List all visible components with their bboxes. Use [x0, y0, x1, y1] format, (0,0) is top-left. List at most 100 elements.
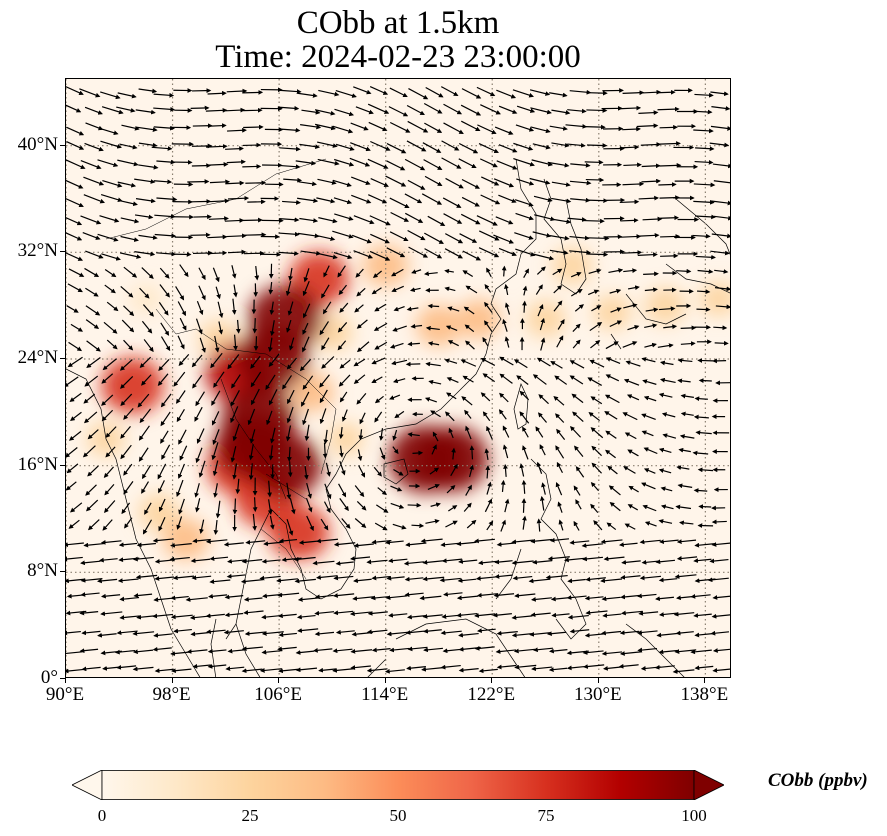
wind-arrow-325	[593, 520, 603, 531]
wind-arrow-489	[212, 429, 220, 445]
wind-arrow-624	[642, 379, 657, 385]
wind-arrow-1112	[98, 127, 119, 136]
wind-arrow-473	[591, 445, 602, 457]
wind-arrow-616	[499, 373, 513, 384]
wind-arrow-1128	[389, 121, 411, 133]
wind-arrow-134	[474, 613, 496, 618]
wind-arrow-307	[269, 515, 275, 530]
wind-arrow-283	[496, 542, 516, 547]
wind-arrow-631	[102, 358, 117, 371]
wind-arrow-72	[690, 649, 712, 655]
wind-arrow-916	[569, 235, 590, 241]
map-title: CObb at 1.5km Time: 2024-02-23 23:00:00	[65, 6, 731, 74]
wind-arrow-197	[276, 578, 298, 583]
wind-arrow-613	[446, 377, 459, 383]
wind-arrow-520	[101, 409, 114, 422]
wind-arrow-288	[581, 543, 604, 548]
wind-arrow-540	[464, 409, 472, 419]
wind-arrow-429	[468, 464, 474, 478]
wind-arrow-662	[659, 360, 674, 366]
wind-arrow-771	[623, 303, 638, 309]
wind-arrow-160	[277, 592, 300, 598]
lon-tick-mark-2	[278, 678, 280, 683]
wind-arrow-776	[715, 304, 730, 310]
wind-arrow-320	[500, 519, 506, 532]
wind-arrow-905	[370, 233, 390, 244]
wind-arrow-541	[482, 411, 491, 422]
taiwan-coastline	[513, 382, 529, 430]
wind-arrow-384	[324, 483, 332, 500]
wind-arrow-25	[514, 664, 537, 670]
wind-arrow-145	[673, 611, 695, 617]
wind-arrow-721	[392, 325, 407, 332]
wind-arrow-1068	[641, 163, 661, 169]
wind-arrow-156	[208, 593, 228, 599]
wind-arrow-479	[692, 450, 709, 456]
wind-arrow-1131	[443, 122, 464, 134]
wind-arrow-512	[624, 432, 637, 440]
wind-arrow-1179	[638, 110, 659, 116]
wind-arrow-764	[504, 302, 511, 315]
wind-arrow-300	[142, 519, 153, 535]
wind-arrow-235	[293, 556, 316, 562]
wind-arrow-238	[349, 556, 371, 561]
wind-arrow-567	[287, 389, 295, 405]
wind-arrow-116	[152, 613, 174, 619]
wind-arrow-1096	[478, 143, 499, 154]
wind-arrow-650	[444, 358, 458, 364]
wind-arrow-910	[459, 233, 478, 243]
wind-arrow-1194	[242, 90, 264, 95]
wind-arrow-716	[302, 322, 309, 335]
wind-arrow-724	[445, 325, 458, 331]
wind-arrow-715	[286, 319, 292, 333]
wind-arrow-496	[338, 426, 344, 440]
wind-arrow-689	[482, 337, 489, 347]
lon-tick-label-2: 106°E	[254, 684, 302, 705]
wind-arrow-636	[191, 354, 203, 368]
wind-arrow-467	[484, 448, 490, 460]
wind-arrow-253	[621, 559, 641, 565]
wind-arrow-560	[160, 393, 172, 408]
colorbar-extend-min	[72, 770, 103, 800]
wind-arrow-476	[643, 447, 658, 455]
wind-arrow-840	[536, 266, 546, 275]
wind-arrow-350	[375, 504, 389, 513]
plume-blob-25	[248, 285, 324, 353]
wind-arrow-652	[480, 358, 496, 366]
wind-arrow-258	[709, 558, 729, 564]
colorbar	[72, 770, 724, 800]
wind-arrow-85	[261, 631, 284, 636]
wind-arrow-867	[353, 250, 374, 259]
wind-arrow-124	[296, 614, 316, 620]
wind-arrow-835	[444, 268, 454, 274]
wind-arrow-529	[266, 410, 273, 426]
wind-arrow-483	[105, 426, 117, 438]
wind-arrow-505	[502, 425, 510, 438]
wind-arrow-533	[341, 409, 348, 422]
wind-arrow-469	[522, 445, 529, 460]
wind-arrow-125	[314, 610, 335, 616]
wind-arrow-882	[621, 250, 643, 255]
wind-arrow-781	[139, 287, 150, 299]
wind-arrow-891	[120, 235, 139, 242]
wind-arrow-113	[100, 611, 123, 617]
wind-arrow-1165	[388, 106, 409, 117]
wind-arrow-202	[371, 575, 391, 581]
wind-arrow-1028	[585, 177, 605, 183]
wind-arrow-765	[522, 300, 527, 313]
wind-arrow-54	[371, 647, 391, 653]
wind-arrow-92	[386, 631, 409, 637]
map-plot-area[interactable]	[65, 78, 731, 678]
wind-arrow-693	[556, 335, 564, 348]
wind-arrow-209	[494, 574, 513, 579]
wind-arrow-226	[132, 556, 154, 562]
wind-arrow-1125	[332, 125, 354, 134]
wind-arrow-545	[554, 413, 565, 423]
wind-arrow-410	[123, 463, 133, 476]
wind-arrow-405	[693, 488, 708, 493]
wind-arrow-454	[248, 443, 254, 461]
wind-arrow-672	[177, 335, 185, 350]
wind-arrow-977	[333, 197, 353, 205]
wind-arrow-663	[677, 358, 693, 363]
wind-arrow-334	[85, 499, 99, 512]
